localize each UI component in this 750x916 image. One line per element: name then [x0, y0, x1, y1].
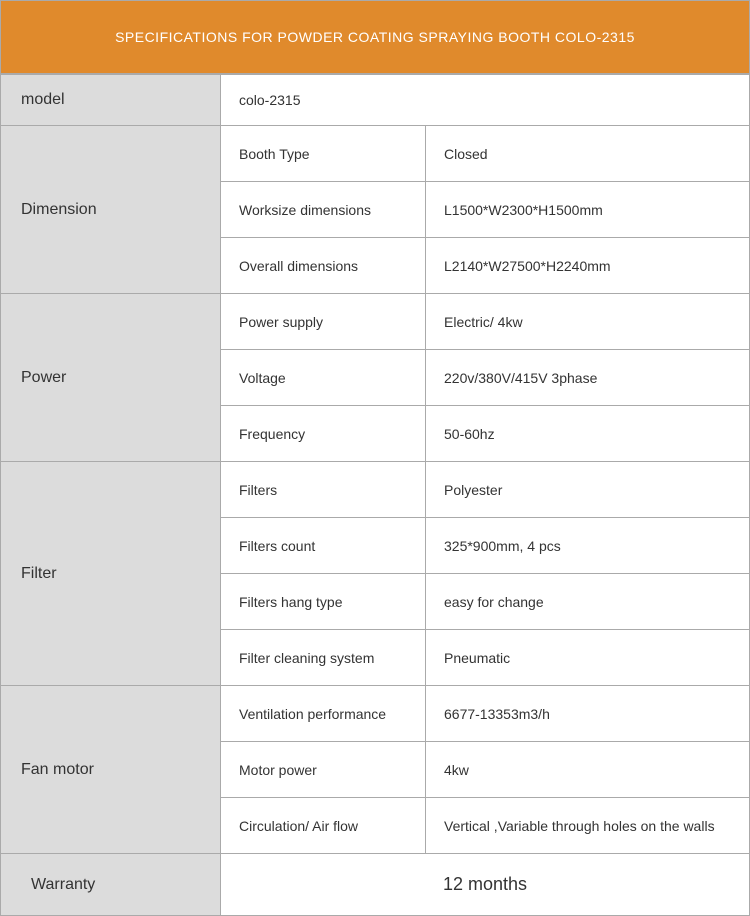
attr-cell: Frequency [221, 406, 426, 462]
attr-cell: Overall dimensions [221, 238, 426, 294]
val-cell: Polyester [426, 462, 750, 518]
attr-cell: Filters [221, 462, 426, 518]
attr-cell: Worksize dimensions [221, 182, 426, 238]
section-label-model: model [1, 75, 221, 126]
val-cell: Electric/ 4kw [426, 294, 750, 350]
val-cell: Closed [426, 126, 750, 182]
attr-cell: Filters hang type [221, 574, 426, 630]
table-row: Warranty 12 months [1, 854, 750, 916]
section-label-dimension: Dimension [1, 126, 221, 294]
attr-cell: Circulation/ Air flow [221, 798, 426, 854]
table-row: Filter Filters Polyester [1, 462, 750, 518]
val-cell: easy for change [426, 574, 750, 630]
section-label-warranty: Warranty [1, 854, 221, 916]
val-cell: Pneumatic [426, 630, 750, 686]
val-cell: 50-60hz [426, 406, 750, 462]
table-row: model colo-2315 [1, 75, 750, 126]
val-cell: L2140*W27500*H2240mm [426, 238, 750, 294]
val-cell: 220v/380V/415V 3phase [426, 350, 750, 406]
attr-cell: Power supply [221, 294, 426, 350]
warranty-value: 12 months [221, 854, 750, 916]
val-cell: 4kw [426, 742, 750, 798]
section-label-filter: Filter [1, 462, 221, 686]
table-row: Fan motor Ventilation performance 6677-1… [1, 686, 750, 742]
table-row: Power Power supply Electric/ 4kw [1, 294, 750, 350]
spec-table: model colo-2315 Dimension Booth Type Clo… [0, 74, 750, 916]
spec-table-container: SPECIFICATIONS FOR POWDER COATING SPRAYI… [0, 0, 750, 916]
section-label-fan-motor: Fan motor [1, 686, 221, 854]
val-cell: 6677-13353m3/h [426, 686, 750, 742]
attr-cell: Booth Type [221, 126, 426, 182]
attr-cell: Filters count [221, 518, 426, 574]
val-cell: Vertical ,Variable through holes on the … [426, 798, 750, 854]
table-row: Dimension Booth Type Closed [1, 126, 750, 182]
val-cell: L1500*W2300*H1500mm [426, 182, 750, 238]
attr-cell: Filter cleaning system [221, 630, 426, 686]
model-value: colo-2315 [221, 75, 750, 126]
attr-cell: Motor power [221, 742, 426, 798]
section-label-power: Power [1, 294, 221, 462]
table-title: SPECIFICATIONS FOR POWDER COATING SPRAYI… [0, 0, 750, 74]
attr-cell: Ventilation performance [221, 686, 426, 742]
val-cell: 325*900mm, 4 pcs [426, 518, 750, 574]
attr-cell: Voltage [221, 350, 426, 406]
